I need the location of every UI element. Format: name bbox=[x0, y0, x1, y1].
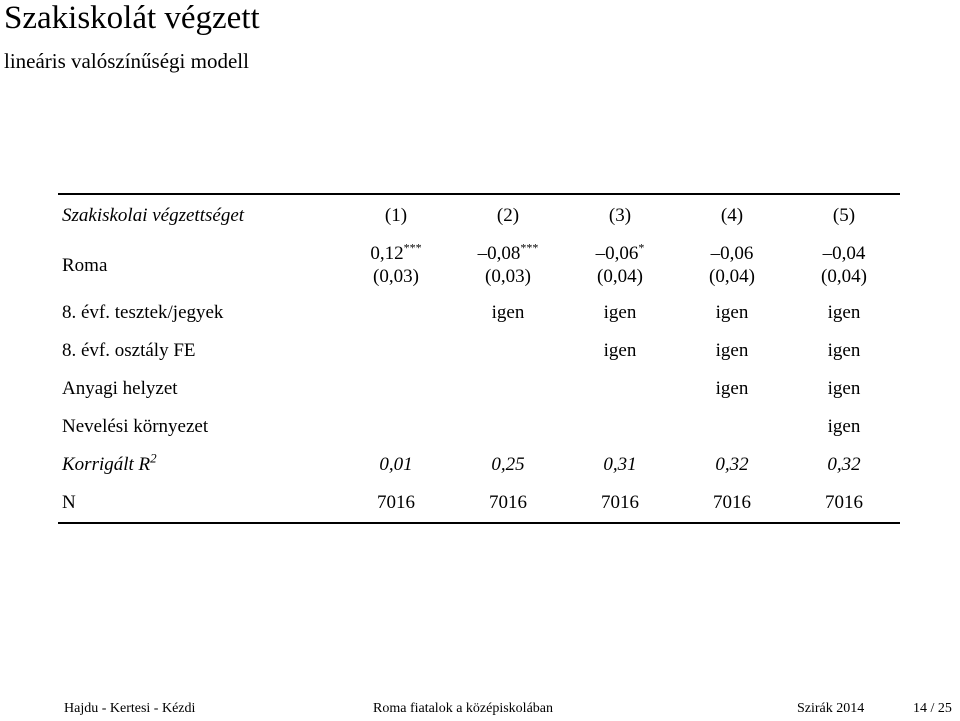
significance-stars: *** bbox=[403, 240, 422, 255]
table-cell: 7016 bbox=[489, 492, 527, 513]
standard-error: (0,03) bbox=[373, 266, 419, 287]
table-cell bbox=[452, 408, 564, 446]
table-cell bbox=[676, 408, 788, 446]
row-label: Korrigált R2 bbox=[58, 446, 340, 484]
table-cell bbox=[340, 370, 452, 408]
slide-subtitle: lineáris valószínűségi modell bbox=[4, 49, 249, 73]
regression-table-container: Szakiskolai végzettséget (1) (2) (3) (4)… bbox=[58, 193, 900, 524]
coefficient-cell: –0,06 (0,04) bbox=[676, 236, 788, 294]
r2-superscript: 2 bbox=[150, 450, 157, 466]
footer-event: Szirák 2014 bbox=[797, 701, 865, 716]
coefficient-value: –0,06 bbox=[595, 243, 639, 264]
column-header: (1) bbox=[384, 204, 408, 226]
table-cell: 7016 bbox=[601, 492, 639, 513]
table-cell bbox=[340, 408, 452, 446]
table-cell: 7016 bbox=[713, 492, 751, 513]
slide-footer: Hajdu - Kertesi - Kézdi Roma fiatalok a … bbox=[0, 696, 960, 721]
table-cell bbox=[452, 370, 564, 408]
table-cell: igen bbox=[603, 302, 637, 323]
table-cell: 0,01 bbox=[379, 454, 413, 475]
significance-stars: *** bbox=[520, 240, 539, 255]
footer-authors: Hajdu - Kertesi - Kézdi bbox=[64, 701, 196, 716]
row-label: 8. évf. tesztek/jegyek bbox=[62, 302, 224, 323]
row-label: Nevelési környezet bbox=[62, 416, 209, 437]
slide-title: Szakiskolát végzett bbox=[4, 0, 260, 36]
significance-stars: * bbox=[638, 240, 645, 255]
table-cell: 7016 bbox=[377, 492, 415, 513]
roma-row: Roma 0,12*** (0,03) –0,08*** (0,03) –0,0… bbox=[58, 236, 900, 294]
coefficient-cell: –0,04 (0,04) bbox=[788, 236, 900, 294]
footer-title: Roma fiatalok a középiskolában bbox=[373, 701, 553, 716]
table-cell: 0,25 bbox=[491, 454, 525, 475]
table-cell: 0,32 bbox=[827, 454, 861, 475]
coefficient-value: –0,08 bbox=[477, 243, 521, 264]
table-cell: igen bbox=[603, 340, 637, 361]
row-label: 8. évf. osztály FE bbox=[62, 340, 196, 361]
header-row: Szakiskolai végzettséget (1) (2) (3) (4)… bbox=[58, 194, 900, 236]
table-cell: igen bbox=[715, 302, 749, 323]
table-cell: 7016 bbox=[825, 492, 863, 513]
column-header: (4) bbox=[720, 204, 744, 226]
r2-row: Korrigált R2 0,01 0,25 0,31 0,32 0,32 bbox=[58, 446, 900, 484]
standard-error: (0,03) bbox=[485, 266, 531, 287]
column-header: (5) bbox=[832, 204, 856, 226]
row-label: Roma bbox=[62, 254, 108, 276]
table-cell: 0,32 bbox=[715, 454, 749, 475]
row-label: N bbox=[62, 492, 76, 513]
standard-error: (0,04) bbox=[709, 266, 755, 287]
control-row: 8. évf. tesztek/jegyek igen igen igen ig… bbox=[58, 294, 900, 332]
coefficient-value: –0,06 bbox=[710, 243, 754, 264]
table-cell: igen bbox=[491, 302, 525, 323]
table-cell bbox=[340, 332, 452, 370]
row-label: Anyagi helyzet bbox=[62, 378, 178, 399]
regression-table: Szakiskolai végzettséget (1) (2) (3) (4)… bbox=[58, 193, 900, 524]
control-row: Anyagi helyzet igen igen bbox=[58, 370, 900, 408]
table-cell: igen bbox=[827, 416, 861, 437]
n-row: N 7016 7016 7016 7016 7016 bbox=[58, 484, 900, 523]
footer-page-number: 14 / 25 bbox=[913, 701, 952, 716]
coefficient-cell: 0,12*** (0,03) bbox=[340, 236, 452, 294]
coefficient-cell: –0,06* (0,04) bbox=[564, 236, 676, 294]
table-cell: 0,31 bbox=[603, 454, 637, 475]
standard-error: (0,04) bbox=[821, 266, 867, 287]
table-cell: igen bbox=[827, 378, 861, 399]
table-cell: igen bbox=[827, 302, 861, 323]
coefficient-value: –0,04 bbox=[822, 243, 866, 264]
table-cell: igen bbox=[827, 340, 861, 361]
header-label: Szakiskolai végzettséget bbox=[62, 204, 245, 226]
column-header: (3) bbox=[608, 204, 632, 226]
table-cell bbox=[340, 294, 452, 332]
table-cell bbox=[564, 408, 676, 446]
column-header: (2) bbox=[496, 204, 520, 226]
coefficient-value: 0,12 bbox=[370, 243, 404, 264]
coefficient-cell: –0,08*** (0,03) bbox=[452, 236, 564, 294]
table-cell: igen bbox=[715, 340, 749, 361]
table-cell bbox=[452, 332, 564, 370]
control-row: 8. évf. osztály FE igen igen igen bbox=[58, 332, 900, 370]
standard-error: (0,04) bbox=[597, 266, 643, 287]
table-cell: igen bbox=[715, 378, 749, 399]
control-row: Nevelési környezet igen bbox=[58, 408, 900, 446]
table-cell bbox=[564, 370, 676, 408]
r2-label: Korrigált R bbox=[62, 454, 151, 475]
